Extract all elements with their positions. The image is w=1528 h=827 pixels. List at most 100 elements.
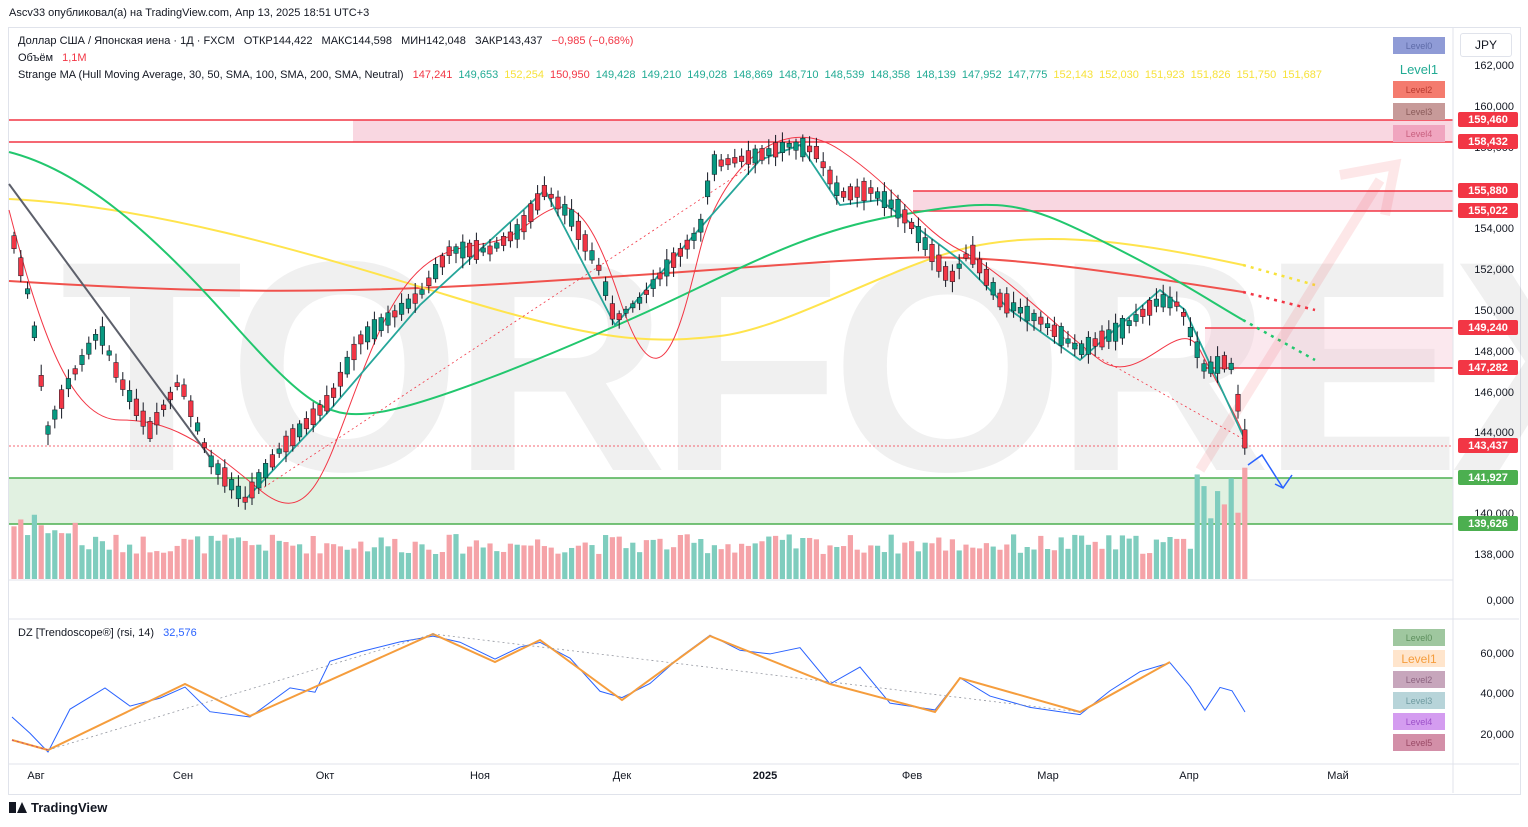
volume-bar — [344, 549, 350, 579]
time-axis-label: 2025 — [752, 770, 778, 782]
candle — [705, 180, 711, 198]
volume-bar — [718, 549, 724, 579]
price-axis-label: 146,000 — [1474, 387, 1514, 399]
candle — [603, 281, 609, 296]
volume-bar — [664, 549, 670, 579]
candle — [786, 142, 792, 148]
volume-bar — [1187, 548, 1193, 579]
candle — [1228, 362, 1234, 370]
candle — [983, 268, 989, 286]
volume-bar — [1153, 539, 1159, 579]
indicator-value: 147,241 — [412, 69, 453, 81]
candle — [1181, 311, 1187, 317]
volume-bar — [691, 542, 697, 579]
volume-bar — [133, 553, 139, 579]
candle — [188, 400, 194, 417]
candle — [609, 303, 615, 320]
price-tag: 158,432 — [1458, 134, 1518, 149]
currency-selector[interactable]: JPY — [1460, 33, 1512, 57]
volume-bar — [1147, 553, 1153, 579]
volume-bar — [303, 553, 309, 579]
volume-legend[interactable]: Объём 1,1M — [18, 52, 93, 64]
candle — [745, 150, 751, 165]
candle — [671, 252, 677, 268]
volume-bar — [868, 545, 874, 579]
volume-bar — [1079, 535, 1085, 579]
candle — [915, 226, 921, 243]
volume-bar — [501, 551, 507, 579]
candle — [290, 428, 296, 447]
rsi-label[interactable]: DZ [Trendoscope®] (rsi, 14) — [18, 627, 155, 639]
volume-bar — [535, 539, 541, 579]
candle — [297, 423, 303, 438]
rsi-legend[interactable]: DZ [Trendoscope®] (rsi, 14) 32,576 — [18, 627, 203, 639]
candle — [174, 382, 180, 387]
volume-bar — [800, 538, 806, 579]
candle — [990, 282, 996, 296]
ohlc-open: ОТКР144,422 — [243, 35, 313, 47]
volume-bar — [201, 553, 207, 579]
time-axis-label: Мар — [1037, 770, 1059, 782]
candle — [446, 246, 452, 256]
price-tag: 147,282 — [1458, 360, 1518, 375]
volume-bar — [1194, 474, 1200, 579]
indicator-label[interactable]: Strange MA (Hull Moving Average, 30, 50,… — [18, 69, 404, 81]
chart-area[interactable] — [8, 27, 1521, 795]
candle — [181, 384, 187, 397]
candle — [909, 221, 915, 229]
candle — [215, 463, 221, 475]
volume-bar — [371, 547, 377, 579]
candle — [813, 145, 819, 160]
candle — [902, 209, 908, 224]
symbol-name[interactable]: Доллар США / Японская иена · 1Д · FXCM — [18, 35, 235, 47]
candle — [133, 398, 139, 416]
symbol-legend[interactable]: Доллар США / Японская иена · 1Д · FXCM О… — [18, 35, 639, 47]
candle — [269, 454, 275, 468]
candle — [1242, 429, 1248, 449]
volume-bar — [256, 544, 262, 579]
candle — [541, 185, 547, 197]
volume-bar — [820, 553, 826, 579]
volume-bar — [419, 544, 425, 579]
level-badge: Level0 — [1393, 37, 1445, 54]
candle — [494, 242, 500, 249]
indicator-legend[interactable]: Strange MA (Hull Moving Average, 30, 50,… — [18, 69, 1334, 81]
resistance-zone-top — [353, 120, 1453, 142]
volume-bar — [59, 533, 65, 579]
volume-bar — [596, 553, 602, 579]
indicator-value: 148,869 — [733, 69, 773, 81]
candle — [467, 242, 473, 258]
volume-bar — [514, 544, 520, 579]
candle — [1174, 301, 1180, 307]
candle — [113, 362, 119, 378]
volume-bar — [630, 542, 636, 579]
price-tag: 155,022 — [1458, 203, 1518, 218]
candle — [1017, 307, 1023, 314]
volume-bar — [963, 544, 969, 579]
volume-bar — [235, 537, 241, 579]
candle — [195, 422, 201, 432]
publish-credit: Ascv33 опубликовал(а) на TradingView.com… — [9, 7, 370, 19]
volume-bar — [949, 539, 955, 579]
volume-bar — [1215, 491, 1221, 579]
volume-bar — [351, 548, 357, 579]
volume-bar — [93, 536, 99, 579]
indicator-value: 151,687 — [1282, 69, 1322, 81]
volume-bar — [575, 545, 581, 579]
volume-bar — [929, 543, 935, 579]
candle — [1051, 324, 1057, 337]
candle — [718, 159, 724, 167]
price-tag: 143,437 — [1458, 438, 1518, 453]
volume-bar — [269, 534, 275, 579]
candle — [1187, 326, 1193, 338]
volume-bar — [331, 544, 337, 579]
volume-bar — [365, 551, 371, 579]
tradingview-logo[interactable]: TradingView — [9, 800, 107, 815]
rsi-level-badge: Level2 — [1393, 671, 1445, 688]
candle — [86, 342, 92, 355]
candle — [161, 404, 167, 410]
volume-bar — [283, 542, 289, 579]
candle — [1119, 318, 1125, 339]
volume-bar — [786, 534, 792, 579]
